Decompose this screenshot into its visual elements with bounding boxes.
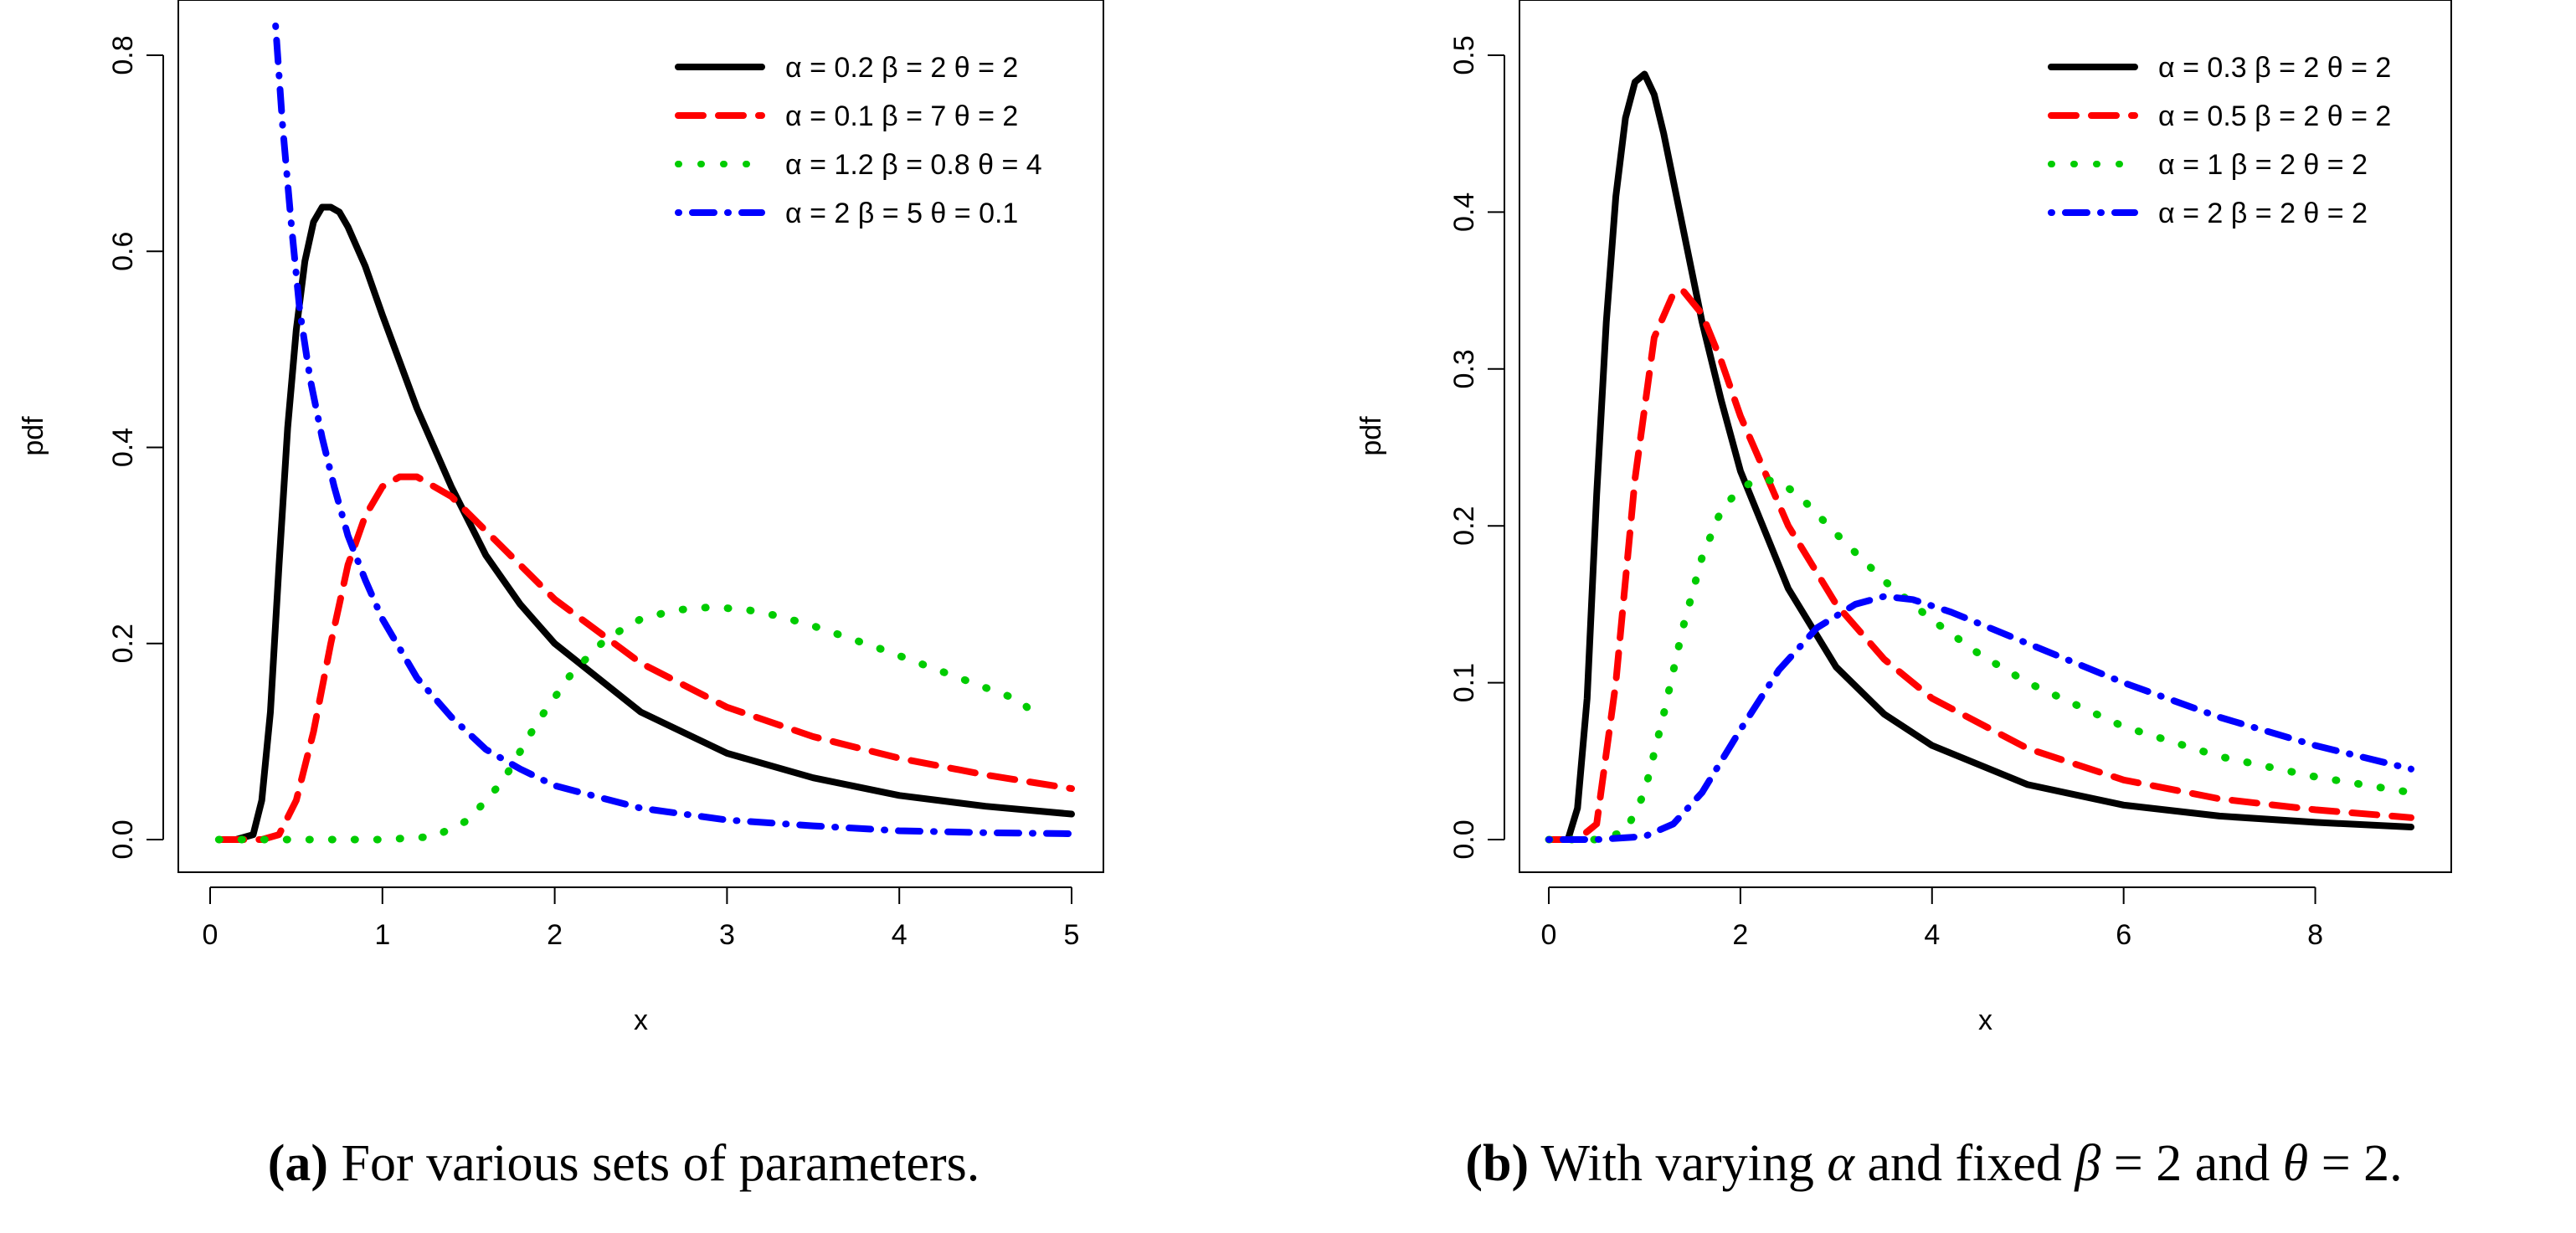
series-line-b-0	[1545, 70, 2414, 843]
legend-label-a-1: α = 0.1 β = 7 θ = 2	[785, 100, 1018, 132]
caption-a: (a) For various sets of parameters.	[109, 1126, 1139, 1201]
x-tick-label-a-3: 3	[719, 919, 735, 951]
legend-label-b-0: α = 0.3 β = 2 θ = 2	[2158, 52, 2391, 84]
y-tick-label-a-4: 0.8	[107, 35, 139, 74]
plot-frame-a	[177, 0, 1104, 873]
y-tick-label-b-5: 0.5	[1448, 35, 1480, 74]
x-tick-label-b-0: 0	[1541, 919, 1557, 951]
caption-b-text-3: = 2 and	[2100, 1135, 2283, 1192]
y-tick-label-a-0: 0.0	[107, 819, 139, 859]
caption-b-text-2: and fixed	[1854, 1135, 2075, 1192]
x-tick-label-a-0: 0	[203, 919, 219, 951]
y-tick-label-b-1: 0.1	[1448, 663, 1480, 702]
caption-b-text-4: = 2.	[2308, 1135, 2403, 1192]
y-tick-label-b-4: 0.4	[1448, 193, 1480, 232]
series-group-b	[1545, 70, 2415, 844]
caption-b-text-1: With varying	[1540, 1135, 1828, 1192]
series-line-a-3	[272, 22, 1075, 837]
series-line-b-3	[1545, 593, 2414, 843]
legend-label-a-2: α = 1.2 β = 0.8 θ = 4	[785, 149, 1042, 181]
panel-b-chart: 0 2 4 6 8 x 0.0 0.1 0.2 0.3 0.4 0.5 pdf α = 0.3 β = 2…	[1355, 0, 2452, 1036]
caption-b: (b) With varying α and fixed β = 2 and θ…	[1306, 1126, 2562, 1201]
x-tick-label-b-3: 6	[2116, 919, 2131, 951]
x-tick-label-a-1: 1	[374, 919, 390, 951]
series-line-b-1	[1545, 287, 2414, 843]
y-tick-label-b-2: 0.2	[1448, 506, 1480, 546]
x-axis-label-b: x	[1978, 1004, 1992, 1036]
plot-frame-b	[1519, 0, 2452, 873]
x-tick-label-a-5: 5	[1064, 919, 1080, 951]
series-line-b-2	[1545, 475, 2415, 844]
caption-a-label: (a)	[267, 1135, 329, 1192]
series-group-a	[214, 22, 1075, 844]
series-line-a-0	[215, 203, 1075, 843]
series-line-a-1	[215, 473, 1075, 843]
x-tick-label-b-1: 2	[1732, 919, 1748, 951]
legend-label-b-2: α = 1 β = 2 θ = 2	[2158, 149, 2368, 181]
y-tick-label-b-0: 0.0	[1448, 819, 1480, 859]
legend-label-b-3: α = 2 β = 2 θ = 2	[2158, 198, 2368, 229]
legend-label-a-0: α = 0.2 β = 2 θ = 2	[785, 52, 1018, 84]
x-tick-label-a-4: 4	[892, 919, 908, 951]
panel-a-chart: 0 1 2 3 4 5 x 0.0 0.2 0.4 0.6 0.8 pdf α = 0.2 β = 2 θ…	[18, 0, 1104, 1036]
x-tick-label-b-4: 8	[2307, 919, 2323, 951]
y-tick-label-a-3: 0.6	[107, 232, 139, 271]
caption-b-label: (b)	[1465, 1135, 1530, 1192]
legend-label-b-1: α = 0.5 β = 2 θ = 2	[2158, 100, 2391, 132]
caption-b-alpha: α	[1827, 1135, 1854, 1192]
x-tick-label-a-2: 2	[547, 919, 563, 951]
y-tick-label-a-1: 0.2	[107, 624, 139, 663]
y-tick-label-a-2: 0.4	[107, 428, 139, 467]
legend-label-a-3: α = 2 β = 5 θ = 0.1	[785, 198, 1018, 229]
caption-b-beta: β	[2075, 1135, 2101, 1192]
caption-a-text: For various sets of parameters.	[341, 1135, 980, 1192]
y-tick-label-b-3: 0.3	[1448, 349, 1480, 388]
x-axis-label-a: x	[634, 1004, 648, 1036]
y-axis-label-a: pdf	[18, 416, 49, 456]
x-tick-label-b-2: 4	[1924, 919, 1940, 951]
y-axis-label-b: pdf	[1355, 416, 1387, 456]
caption-b-theta: θ	[2282, 1135, 2309, 1192]
